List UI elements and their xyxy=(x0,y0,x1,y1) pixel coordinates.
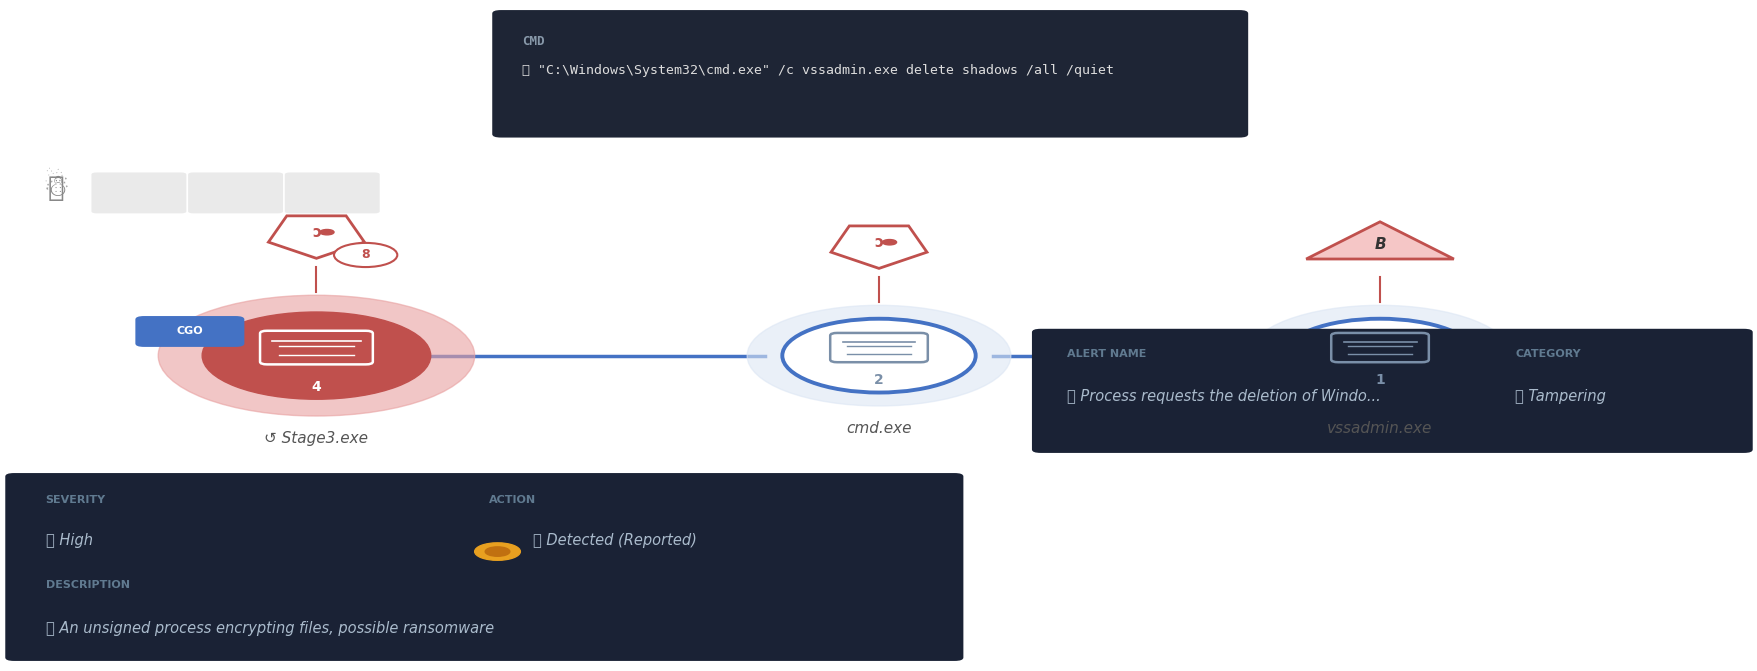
Text: CATEGORY: CATEGORY xyxy=(1515,349,1580,359)
FancyBboxPatch shape xyxy=(91,172,186,213)
Text: ⎙ "C:\Windows\System32\cmd.exe" /c vssadmin.exe delete shadows /all /quiet: ⎙ "C:\Windows\System32\cmd.exe" /c vssad… xyxy=(522,64,1114,76)
Text: ⎙ Tampering: ⎙ Tampering xyxy=(1515,389,1606,404)
Text: CMD: CMD xyxy=(522,35,545,48)
Text: ↺ Stage3.exe: ↺ Stage3.exe xyxy=(264,431,369,446)
Circle shape xyxy=(474,543,520,560)
Circle shape xyxy=(1283,319,1476,393)
Text: ⎙ Detected (Reported): ⎙ Detected (Reported) xyxy=(532,533,696,548)
Polygon shape xyxy=(269,216,364,258)
Circle shape xyxy=(202,312,430,399)
Text: 8: 8 xyxy=(362,248,369,262)
Text: ɔ: ɔ xyxy=(873,235,884,250)
Text: 2: 2 xyxy=(873,373,884,387)
Text: DESCRIPTION: DESCRIPTION xyxy=(46,580,130,590)
FancyBboxPatch shape xyxy=(285,172,380,213)
FancyBboxPatch shape xyxy=(1031,329,1752,453)
Text: ⎙ High: ⎙ High xyxy=(46,533,93,548)
Circle shape xyxy=(485,547,510,556)
Circle shape xyxy=(158,295,474,416)
Text: 1: 1 xyxy=(1374,373,1385,387)
Text: ⎙ An unsigned process encrypting files, possible ransomware: ⎙ An unsigned process encrypting files, … xyxy=(46,621,494,635)
Text: ⎙ Process requests the deletion of Windo...: ⎙ Process requests the deletion of Windo… xyxy=(1066,389,1379,404)
Text: vssadmin.exe: vssadmin.exe xyxy=(1327,421,1432,435)
Text: 👤: 👤 xyxy=(47,174,65,202)
FancyBboxPatch shape xyxy=(135,316,244,347)
Text: ɔ: ɔ xyxy=(311,225,322,240)
Text: B: B xyxy=(1374,238,1385,252)
Circle shape xyxy=(334,243,397,267)
Polygon shape xyxy=(831,226,926,268)
Text: SEVERITY: SEVERITY xyxy=(46,495,105,505)
Polygon shape xyxy=(1305,222,1453,259)
Circle shape xyxy=(320,229,334,235)
Text: ACTION: ACTION xyxy=(488,495,536,505)
FancyBboxPatch shape xyxy=(492,10,1247,138)
Text: cmd.exe: cmd.exe xyxy=(845,421,912,435)
Circle shape xyxy=(782,319,975,393)
Text: 4: 4 xyxy=(311,380,322,394)
Text: CGO: CGO xyxy=(176,327,204,336)
Circle shape xyxy=(882,240,896,245)
Circle shape xyxy=(1247,305,1511,406)
FancyBboxPatch shape xyxy=(188,172,283,213)
Text: ALERT NAME: ALERT NAME xyxy=(1066,349,1146,359)
Text: ☃: ☃ xyxy=(42,173,70,203)
Circle shape xyxy=(747,305,1010,406)
FancyBboxPatch shape xyxy=(5,473,963,661)
